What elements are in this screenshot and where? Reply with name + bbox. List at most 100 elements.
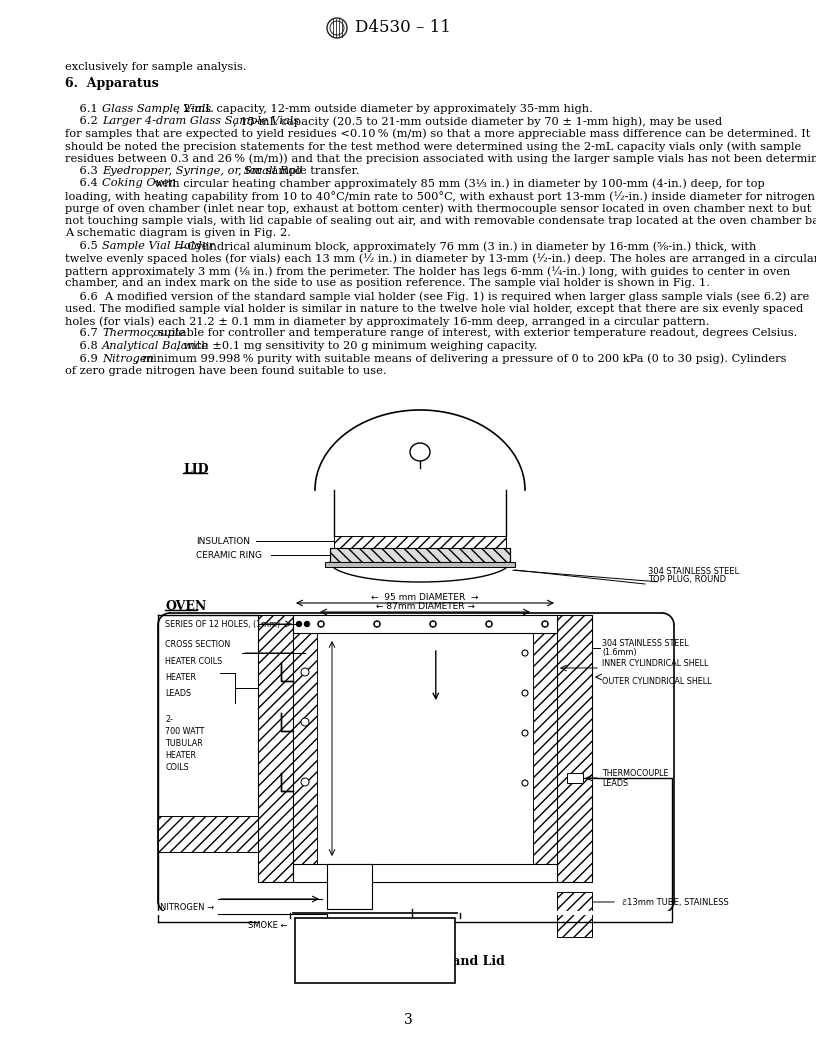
Text: A schematic diagram is given in Fig. 2.: A schematic diagram is given in Fig. 2. <box>65 228 291 239</box>
Bar <box>330 548 510 562</box>
Text: 6.6  A modified version of the standard sample vial holder (see Fig. 1) is requi: 6.6 A modified version of the standard s… <box>65 291 809 302</box>
Text: SERIES OF 12 HOLES, (1mm): SERIES OF 12 HOLES, (1mm) <box>165 620 280 628</box>
Text: Nitrogen: Nitrogen <box>102 354 154 363</box>
Text: Eyedropper, Syringe, or Small Rod: Eyedropper, Syringe, or Small Rod <box>102 166 303 176</box>
Bar <box>295 918 455 983</box>
Text: twelve evenly spaced holes (for vials) each 13 mm (½ in.) in diameter by 13-mm (: twelve evenly spaced holes (for vials) e… <box>65 253 816 264</box>
Bar <box>334 536 506 548</box>
Text: , with ±0.1 mg sensitivity to 20 g minimum weighing capacity.: , with ±0.1 mg sensitivity to 20 g minim… <box>176 341 538 351</box>
Bar <box>566 773 583 782</box>
Text: 6.1: 6.1 <box>65 103 105 113</box>
Text: HEATER: HEATER <box>165 751 196 759</box>
Text: FIG. 2 Coking Oven and Lid: FIG. 2 Coking Oven and Lid <box>312 956 504 968</box>
Text: 6.5: 6.5 <box>65 241 105 251</box>
Text: INSULATION: INSULATION <box>196 536 250 546</box>
Text: SMOKE ←: SMOKE ← <box>248 922 287 930</box>
Text: 6.4: 6.4 <box>65 178 105 189</box>
Text: —Cylindrical aluminum block, approximately 76 mm (3 in.) in diameter by 16-mm (⅝: —Cylindrical aluminum block, approximate… <box>176 241 756 251</box>
Text: used. The modified sample vial holder is similar in nature to the twelve hole vi: used. The modified sample vial holder is… <box>65 303 803 314</box>
Text: , for sample transfer.: , for sample transfer. <box>237 166 359 176</box>
Text: Coking Oven: Coking Oven <box>102 178 176 189</box>
Text: LEADS: LEADS <box>165 690 191 698</box>
Ellipse shape <box>410 444 430 461</box>
Circle shape <box>301 718 309 727</box>
Text: D4530 – 11: D4530 – 11 <box>355 19 451 37</box>
Text: 700 WATT: 700 WATT <box>165 727 204 735</box>
Circle shape <box>318 621 324 627</box>
Text: 3: 3 <box>404 1013 412 1027</box>
Text: CONTROLLER: CONTROLLER <box>342 956 408 965</box>
Circle shape <box>522 650 528 656</box>
Text: ℰ13mm TUBE, STAINLESS: ℰ13mm TUBE, STAINLESS <box>622 898 729 906</box>
Text: 304 STAINLESS STEEL: 304 STAINLESS STEEL <box>648 567 739 576</box>
Text: TUBULAR: TUBULAR <box>165 738 202 748</box>
Text: chamber, and an index mark on the side to use as position reference. The sample : chamber, and an index mark on the side t… <box>65 279 710 288</box>
Circle shape <box>522 730 528 736</box>
Text: 6.3: 6.3 <box>65 166 105 176</box>
Text: 6.2: 6.2 <box>65 116 105 126</box>
Text: , minimum 99.998 % purity with suitable means of delivering a pressure of 0 to 2: , minimum 99.998 % purity with suitable … <box>135 354 787 364</box>
Text: NITROGEN →: NITROGEN → <box>160 903 214 911</box>
Text: 304 STAINLESS STEEL: 304 STAINLESS STEEL <box>602 639 689 647</box>
Text: Larger 4-dram Glass Sample Vials: Larger 4-dram Glass Sample Vials <box>102 116 299 126</box>
Bar <box>330 548 510 562</box>
Bar <box>557 892 592 937</box>
Polygon shape <box>315 410 525 490</box>
Bar <box>258 615 293 882</box>
Text: of zero grade nitrogen have been found suitable to use.: of zero grade nitrogen have been found s… <box>65 366 387 376</box>
Text: NITROGEN
IN: NITROGEN IN <box>412 663 459 682</box>
Circle shape <box>301 778 309 786</box>
Text: CERAMIC RING: CERAMIC RING <box>196 550 262 560</box>
Text: Sample Vial Holder: Sample Vial Holder <box>102 241 215 251</box>
Circle shape <box>430 621 436 627</box>
Bar <box>327 864 372 909</box>
Text: purge of oven chamber (inlet near top, exhaust at bottom center) with thermocoup: purge of oven chamber (inlet near top, e… <box>65 204 811 214</box>
Text: holes (for vials) each 21.2 ± 0.1 mm in diameter by approximately 16-mm deep, ar: holes (for vials) each 21.2 ± 0.1 mm in … <box>65 316 709 326</box>
Circle shape <box>301 668 309 676</box>
Circle shape <box>296 622 301 626</box>
Circle shape <box>304 622 309 626</box>
Text: LEADS: LEADS <box>602 778 628 788</box>
Circle shape <box>522 780 528 786</box>
Bar <box>533 633 557 864</box>
Text: 6.8: 6.8 <box>65 341 105 351</box>
Bar <box>293 633 317 864</box>
Text: TOP PLUG, ROUND: TOP PLUG, ROUND <box>648 576 726 584</box>
Text: HEATER COILS: HEATER COILS <box>165 657 222 666</box>
Text: Analytical Balance: Analytical Balance <box>102 341 209 351</box>
Text: INNER CYLINDRICAL SHELL: INNER CYLINDRICAL SHELL <box>602 660 708 668</box>
Text: OUTER CYLINDRICAL SHELL: OUTER CYLINDRICAL SHELL <box>602 678 712 686</box>
Circle shape <box>522 690 528 696</box>
Text: should be noted the precision statements for the test method were determined usi: should be noted the precision statements… <box>65 142 801 152</box>
Text: Glass Sample Vials: Glass Sample Vials <box>102 103 211 113</box>
Text: ← 87mm DIAMETER →: ← 87mm DIAMETER → <box>375 602 474 611</box>
Text: 6.  Apparatus: 6. Apparatus <box>65 76 159 90</box>
Text: , 15-mL capacity (20.5 to 21-mm outside diameter by 70 ± 1-mm high), may be used: , 15-mL capacity (20.5 to 21-mm outside … <box>233 116 723 127</box>
Text: MICROPROCESSOR: MICROPROCESSOR <box>329 941 421 950</box>
Text: loading, with heating capability from 10 to 40°C/min rate to 500°C, with exhaust: loading, with heating capability from 10… <box>65 191 815 202</box>
Text: ←  95 mm DIAMETER  →: ← 95 mm DIAMETER → <box>371 593 479 602</box>
Bar <box>325 562 515 567</box>
Text: → CONDENSATE: → CONDENSATE <box>333 922 401 930</box>
Text: 6.9: 6.9 <box>65 354 105 363</box>
Text: (1.6mm): (1.6mm) <box>602 648 636 658</box>
Text: THERMOCOUPLE: THERMOCOUPLE <box>602 769 668 777</box>
Circle shape <box>542 621 548 627</box>
Text: Thermocouple: Thermocouple <box>102 328 185 339</box>
Text: OVEN: OVEN <box>165 600 206 612</box>
Text: 105mm: 105mm <box>337 744 372 753</box>
Circle shape <box>486 621 492 627</box>
Text: , 2-mL capacity, 12-mm outside diameter by approximately 35-mm high.: , 2-mL capacity, 12-mm outside diameter … <box>176 103 593 113</box>
Circle shape <box>374 621 380 627</box>
Text: pattern approximately 3 mm (⅛ in.) from the perimeter. The holder has legs 6-mm : pattern approximately 3 mm (⅛ in.) from … <box>65 266 790 277</box>
Text: COILS: COILS <box>165 762 188 772</box>
Text: residues between 0.3 and 26 % (m/m)) and that the precision associated with usin: residues between 0.3 and 26 % (m/m)) and… <box>65 153 816 164</box>
Text: not touching sample vials, with lid capable of sealing out air, and with removab: not touching sample vials, with lid capa… <box>65 216 816 226</box>
Text: with circular heating chamber approximately 85 mm (3⅓ in.) in diameter by 100-mm: with circular heating chamber approximat… <box>148 178 765 189</box>
Text: CROSS SECTION: CROSS SECTION <box>165 640 230 649</box>
Bar <box>293 864 557 882</box>
Text: LID: LID <box>183 463 209 476</box>
Bar <box>158 816 258 852</box>
Text: 2 LAYERS: 2 LAYERS <box>165 837 202 847</box>
Text: HEATER: HEATER <box>165 674 196 682</box>
